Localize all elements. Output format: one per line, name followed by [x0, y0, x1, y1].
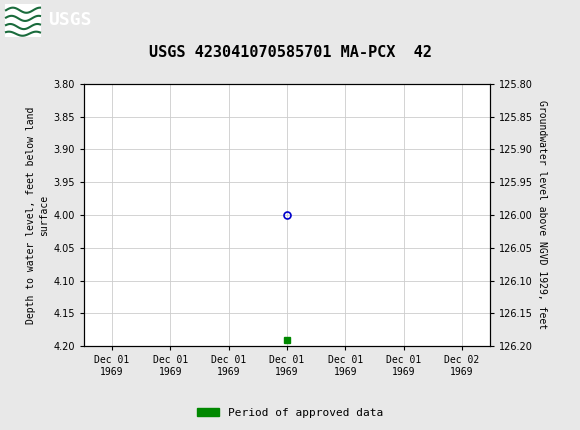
Text: USGS: USGS [48, 12, 92, 29]
Y-axis label: Depth to water level, feet below land
surface: Depth to water level, feet below land su… [26, 106, 49, 324]
Y-axis label: Groundwater level above NGVD 1929, feet: Groundwater level above NGVD 1929, feet [537, 101, 548, 329]
Bar [5, 4, 41, 37]
Legend: Period of approved data: Period of approved data [193, 403, 387, 422]
Text: USGS 423041070585701 MA-PCX  42: USGS 423041070585701 MA-PCX 42 [148, 45, 432, 60]
